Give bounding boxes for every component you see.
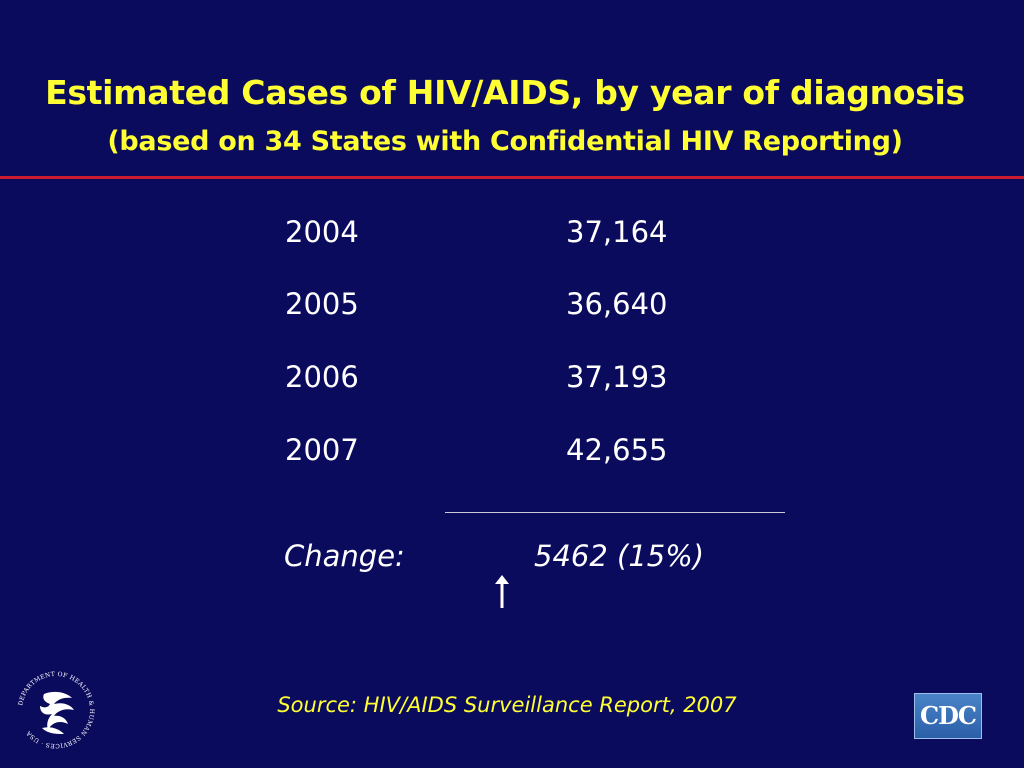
- source-note: Source: HIV/AIDS Surveillance Report, 20…: [277, 693, 737, 717]
- cdc-logo: CDC: [914, 693, 982, 739]
- year-cell: 2006: [285, 360, 359, 394]
- slide-subtitle: (based on 34 States with Confidential HI…: [107, 126, 903, 157]
- hhs-seal-icon: DEPARTMENT OF HEALTH & HUMAN SERVICES · …: [17, 671, 95, 749]
- title-divider: [0, 176, 1024, 179]
- sum-divider: [445, 512, 785, 513]
- data-row: 2004 37,164: [0, 212, 1024, 252]
- data-row: 2007 42,655: [0, 430, 1024, 470]
- data-row: 2005 36,640: [0, 284, 1024, 324]
- data-row: 2006 37,193: [0, 357, 1024, 397]
- up-arrow-icon: [495, 575, 509, 608]
- year-cell: 2004: [285, 215, 359, 249]
- change-value: 5462 (15%): [534, 539, 705, 573]
- year-cell: 2007: [285, 433, 359, 467]
- cases-cell: 37,164: [566, 215, 668, 249]
- cases-cell: 42,655: [566, 433, 668, 467]
- cases-cell: 37,193: [566, 360, 668, 394]
- change-label: Change:: [284, 539, 405, 573]
- cases-cell: 36,640: [566, 287, 668, 321]
- slide-title: Estimated Cases of HIV/AIDS, by year of …: [45, 73, 965, 112]
- year-cell: 2005: [285, 287, 359, 321]
